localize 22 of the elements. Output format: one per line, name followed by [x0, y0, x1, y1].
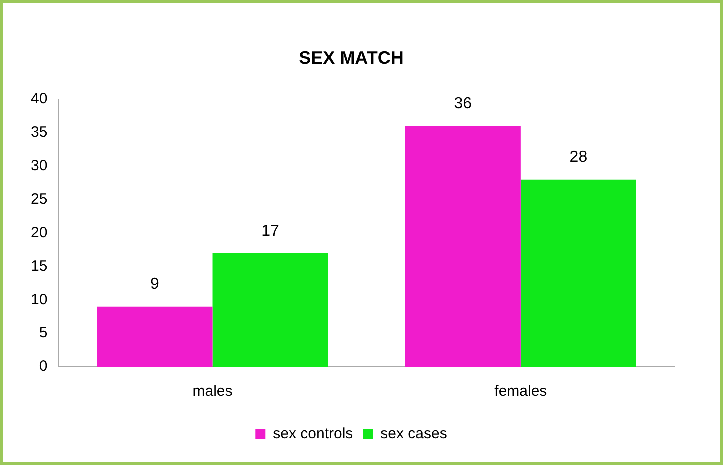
y-tick-label: 20: [30, 224, 48, 242]
y-tick-label: 30: [30, 158, 48, 175]
bar: [97, 306, 213, 367]
data-label: 28: [570, 149, 588, 166]
legend-label: sex cases: [380, 426, 448, 443]
bar: [212, 253, 328, 367]
y-tick-label: 35: [30, 124, 48, 142]
x-tick-label: males: [192, 383, 233, 400]
x-tick-label: females: [494, 383, 548, 400]
y-tick-label: 0: [39, 358, 48, 376]
chart-title: SEX MATCH: [299, 48, 404, 68]
y-tick-label: 25: [30, 191, 48, 208]
bar: [520, 180, 636, 367]
bar: [405, 126, 521, 367]
legend-label: sex controls: [273, 426, 354, 443]
y-tick-label: 15: [30, 258, 48, 275]
data-label: 17: [262, 222, 280, 240]
y-tick-label: 5: [39, 324, 48, 342]
y-tick-label: 40: [30, 90, 48, 108]
data-label: 9: [150, 276, 160, 294]
y-tick-label: 10: [30, 291, 48, 308]
data-label: 36: [454, 96, 472, 113]
